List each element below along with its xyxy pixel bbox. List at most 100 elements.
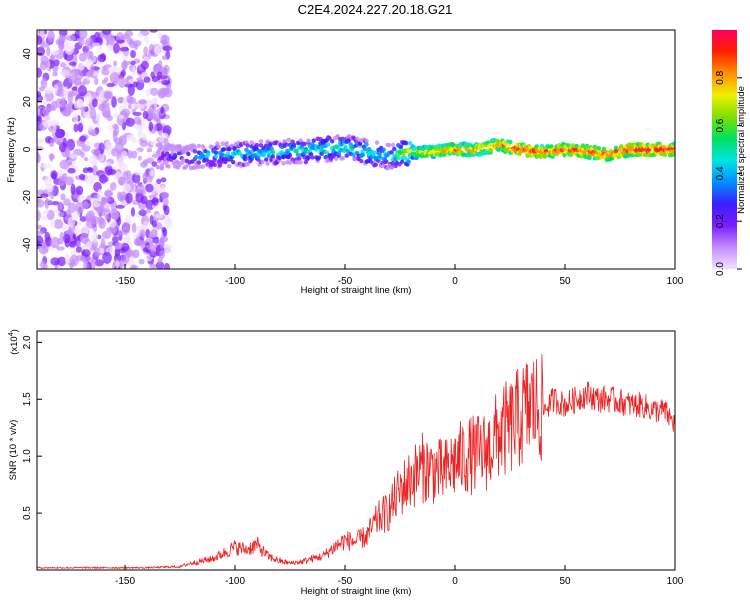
- heatmap-cell: [43, 208, 49, 216]
- heatmap-cell: [101, 67, 110, 76]
- heatmap-cell: [58, 211, 64, 218]
- heatmap-cell: [291, 142, 297, 148]
- heatmap-cell: [127, 150, 133, 159]
- heatmap-cell: [58, 177, 65, 187]
- snr-line: [37, 354, 675, 570]
- heatmap-cell: [49, 138, 56, 144]
- heatmap-cell: [406, 159, 411, 164]
- heatmap-cell: [118, 76, 126, 88]
- heatmap-cell: [56, 246, 65, 251]
- heatmap-cell: [40, 77, 48, 89]
- heatmap-cell: [86, 261, 92, 269]
- heatmap-cell: [270, 149, 276, 154]
- heatmap-cell: [352, 157, 357, 162]
- heatmap-cell: [37, 67, 42, 78]
- snr-background: [37, 331, 675, 570]
- heatmap-cell: [97, 188, 103, 201]
- heatmap-cell: [134, 170, 142, 176]
- heatmap-cell: [112, 212, 119, 220]
- heatmap-cell: [149, 112, 158, 121]
- heatmap-cell: [60, 193, 66, 201]
- heatmap-cell: [613, 145, 619, 150]
- heatmap-cell: [671, 141, 675, 146]
- heatmap-cell: [78, 85, 87, 97]
- heatmap-cell: [37, 230, 45, 235]
- heatmap-cell: [131, 265, 137, 269]
- heatmap-cell: [213, 150, 219, 155]
- x-tick-label: 50: [559, 276, 571, 287]
- heatmap-cell: [471, 152, 476, 158]
- heatmap-cell: [281, 161, 286, 166]
- heatmap-cell: [389, 150, 394, 155]
- heatmap-cell: [50, 170, 58, 180]
- heatmap-cell: [153, 64, 160, 70]
- heatmap-cell: [78, 173, 86, 181]
- heatmap-cell: [194, 154, 199, 160]
- colorbar-tick-label: 0.2: [715, 214, 726, 228]
- heatmap-cell: [568, 152, 574, 158]
- colorbar-label: Normalized spectral amplitude: [736, 86, 747, 214]
- heatmap-cell: [67, 216, 76, 228]
- colorbar-gradient: [712, 30, 737, 269]
- heatmap-cell: [384, 159, 389, 164]
- heatmap-cell: [137, 32, 144, 39]
- heatmap-cell: [295, 152, 301, 157]
- heatmap-cell: [294, 148, 299, 154]
- heatmap-cell: [76, 240, 82, 248]
- heatmap-cell: [66, 103, 73, 110]
- heatmap-cell: [141, 116, 146, 129]
- heatmap-cell: [196, 160, 202, 165]
- heatmap-cell: [70, 183, 76, 196]
- heatmap-cell: [166, 164, 171, 169]
- heatmap-cell: [157, 256, 163, 264]
- heatmap-cell: [364, 142, 369, 147]
- heatmap-cell: [120, 60, 128, 70]
- heatmap-cell: [76, 98, 84, 109]
- spectrogram-y-label: Frequency (Hz): [6, 117, 17, 182]
- heatmap-cell: [151, 196, 159, 206]
- heatmap-cell: [160, 191, 170, 199]
- heatmap-cell: [122, 221, 131, 230]
- heatmap-cell: [68, 224, 76, 235]
- snr-y-scale: (x104): [8, 329, 20, 355]
- heatmap-cell: [192, 149, 198, 154]
- heatmap-cell: [113, 42, 120, 54]
- heatmap-cell: [130, 150, 138, 159]
- heatmap-cell: [46, 46, 51, 57]
- heatmap-cell: [360, 153, 365, 158]
- heatmap-cell: [327, 136, 332, 141]
- heatmap-cell: [148, 121, 154, 132]
- heatmap-cell: [270, 154, 276, 159]
- heatmap-cell: [117, 216, 122, 226]
- spectrogram-panel: -150 -100 -50 0 50 100 -40 -20 0 20 40 Height of …: [6, 29, 684, 296]
- heatmap-cell: [96, 95, 102, 101]
- heatmap-cell: [94, 259, 104, 267]
- heatmap-cell: [124, 112, 129, 119]
- heatmap-cell: [161, 55, 168, 61]
- heatmap-cell: [47, 30, 55, 43]
- heatmap-cell: [258, 139, 264, 144]
- heatmap-cell: [220, 152, 225, 157]
- heatmap-cell: [109, 220, 117, 228]
- heatmap-cell: [372, 150, 377, 155]
- heatmap-cell: [231, 159, 236, 165]
- heatmap-cell: [98, 151, 105, 163]
- heatmap-cell: [59, 159, 70, 170]
- heatmap-cell: [111, 96, 117, 108]
- heatmap-cell: [79, 30, 88, 39]
- heatmap-cell: [63, 198, 71, 206]
- heatmap-cell: [232, 145, 237, 151]
- heatmap-cell: [43, 114, 52, 122]
- heatmap-cell: [66, 35, 76, 41]
- heatmap-cell: [153, 44, 163, 56]
- heatmap-cell: [58, 142, 67, 153]
- heatmap-cell: [155, 261, 165, 269]
- heatmap-cell: [114, 241, 123, 250]
- heatmap-cell: [113, 253, 122, 263]
- heatmap-cell: [392, 146, 397, 152]
- heatmap-cell: [355, 136, 360, 141]
- heatmap-cell: [42, 106, 50, 117]
- heatmap-cell: [85, 71, 92, 78]
- heatmap-cell: [286, 137, 291, 142]
- heatmap-cell: [127, 259, 135, 266]
